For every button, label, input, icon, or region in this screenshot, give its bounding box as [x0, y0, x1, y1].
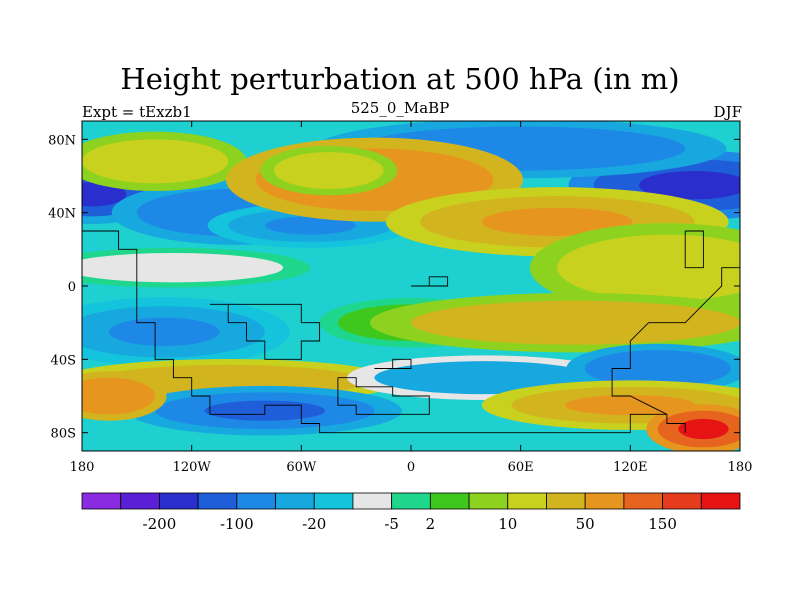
period-label: 525_0_MaBP — [350, 99, 450, 117]
colorbar-label: -20 — [302, 515, 326, 533]
y-tick-label: 80S — [51, 427, 76, 442]
x-tick-label: 120E — [613, 460, 647, 475]
colorbar-swatch — [700, 492, 741, 510]
coastline-segment — [411, 276, 449, 287]
coastline-segment — [611, 267, 740, 415]
colorbar-label: 2 — [426, 515, 436, 533]
colorbar-swatch — [197, 492, 238, 510]
colorbar-label: 10 — [498, 515, 517, 533]
colorbar-swatch — [507, 492, 547, 510]
contour-blob-core — [564, 395, 696, 416]
colorbar-swatch — [584, 492, 625, 510]
colorbar-swatch — [546, 492, 586, 510]
season-label: DJF — [713, 103, 742, 121]
colorbar-swatch — [275, 492, 315, 510]
colorbar-label: -200 — [143, 515, 177, 533]
colorbar-swatch — [120, 492, 160, 510]
colorbar-swatch — [81, 492, 122, 510]
contour-blob-core — [678, 418, 729, 440]
x-tick-label: 180 — [70, 460, 95, 475]
x-axis: 180 120W 60W 0 60E 120E 180 — [70, 121, 753, 475]
contour-blob — [557, 234, 740, 301]
y-axis: 80N 40N 0 40S 80S — [48, 133, 740, 442]
x-tick-label: 180 — [728, 460, 753, 475]
coastline-outline — [82, 230, 740, 434]
colorbar-swatch — [468, 492, 509, 510]
coastline-segment — [374, 358, 412, 369]
contour-field — [82, 121, 740, 451]
coastline-segment — [82, 230, 686, 434]
contour-blob-core — [481, 207, 633, 236]
coastline-segment — [684, 230, 704, 269]
colorbar-label: -5 — [384, 515, 399, 533]
y-tick-label: 40N — [48, 207, 76, 222]
colorbar-swatch — [391, 492, 431, 510]
colorbar-label: -100 — [220, 515, 254, 533]
colorbar-swatch — [429, 492, 470, 510]
contour-blob-core — [84, 385, 135, 407]
contour-blob-core — [265, 216, 356, 235]
y-tick-label: 80N — [48, 133, 76, 148]
colorbar-label: 150 — [648, 515, 677, 533]
colorbar-swatch — [352, 492, 393, 510]
colorbar-label: 50 — [576, 515, 595, 533]
contour-blob-core — [108, 317, 220, 346]
chart-title: Height perturbation at 500 hPa (in m) — [120, 62, 680, 96]
x-tick-label: 120W — [173, 460, 212, 475]
y-tick-label: 0 — [68, 280, 76, 295]
coastline-segment — [209, 303, 321, 360]
contour-blob-core — [82, 182, 127, 207]
colorbar-swatch — [159, 492, 199, 510]
colorbar-swatch — [662, 492, 702, 510]
contour-blob — [273, 152, 384, 189]
colorbar: -200 -100 -20 -5 2 10 50 150 — [81, 492, 741, 533]
experiment-label: Expt = tExzb1 — [82, 103, 192, 121]
y-tick-label: 40S — [51, 353, 76, 368]
x-tick-label: 60W — [286, 460, 317, 475]
contour-blob — [411, 300, 740, 345]
contour-blob — [82, 139, 229, 184]
contour-blob-core — [617, 358, 698, 379]
x-tick-label: 0 — [407, 460, 415, 475]
coastline-segment — [337, 377, 430, 415]
colorbar-swatch — [236, 492, 276, 510]
contour-blob — [82, 253, 284, 283]
colorbar-swatch — [313, 492, 354, 510]
x-tick-label: 60E — [508, 460, 534, 475]
colorbar-swatch — [623, 492, 663, 510]
contour-blob-core — [639, 171, 740, 200]
